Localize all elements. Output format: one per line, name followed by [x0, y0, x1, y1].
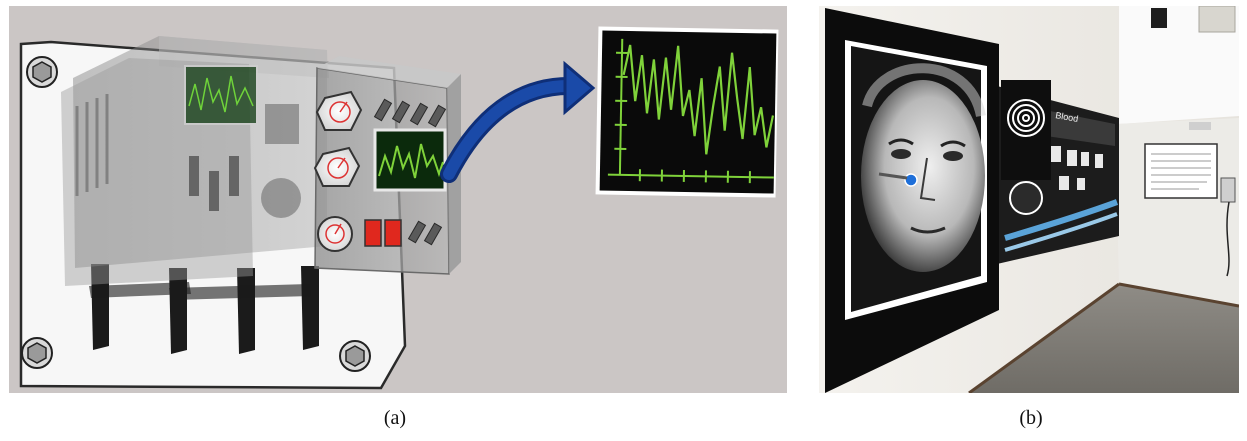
- gallery-photo: Blood: [819, 6, 1239, 393]
- spiral-graphic: [1007, 99, 1045, 137]
- curved-arrow-icon: [440, 60, 596, 183]
- timeline-band-light: [1004, 212, 1118, 252]
- toggle-switches: [373, 98, 447, 246]
- device-illustration: [9, 6, 787, 393]
- red-indicator: [364, 219, 382, 247]
- cheek-wire: [878, 172, 908, 180]
- caption-a: (a): [383, 407, 407, 429]
- panel-b-photo: Blood: [819, 6, 1239, 393]
- ceiling-speaker: [1151, 8, 1167, 28]
- ceiling: [1119, 6, 1239, 124]
- device-legs: [89, 264, 319, 354]
- cable: [1226, 201, 1230, 277]
- portrait-eye-left: [891, 149, 911, 159]
- floor: [969, 284, 1239, 393]
- portrait-face: [861, 80, 985, 272]
- audio-station: [1220, 177, 1236, 203]
- portrait-mouth: [910, 226, 946, 234]
- portrait-scalp-highlight: [862, 63, 986, 118]
- device-body-ghost: [61, 36, 329, 286]
- portrait-brow-left: [888, 138, 914, 146]
- dark-circle-graphic: [1009, 181, 1043, 215]
- baseboard: [1118, 282, 1239, 308]
- baseboard: [968, 282, 1120, 393]
- wall-heading: Blood: [1055, 110, 1079, 124]
- gauge-icon: [315, 90, 363, 131]
- portrait-brow-right: [940, 140, 966, 148]
- gauge-icon: [313, 146, 361, 187]
- wall-text-panel: [1144, 143, 1218, 199]
- device-front-panel: [313, 56, 461, 275]
- portrait-eye-right: [943, 151, 963, 161]
- portrait-nose: [919, 157, 936, 201]
- hex-bolt-icon: [21, 337, 53, 369]
- timeline-band-blue: [1004, 199, 1119, 241]
- device-screen-waveform: [378, 143, 444, 179]
- red-indicator: [384, 219, 402, 247]
- waveform-inset: [595, 26, 779, 198]
- caption-b: (b): [1019, 407, 1043, 429]
- wall-text-lines: [1151, 153, 1211, 190]
- gauge-icon: [317, 216, 353, 252]
- cheek-device: [904, 173, 918, 187]
- ceiling-light: [1198, 6, 1236, 33]
- hex-bolt-icon: [26, 56, 58, 88]
- small-sign: [1189, 122, 1211, 130]
- panel-a-illustration: [9, 6, 787, 393]
- hex-bolt-icon: [339, 340, 371, 372]
